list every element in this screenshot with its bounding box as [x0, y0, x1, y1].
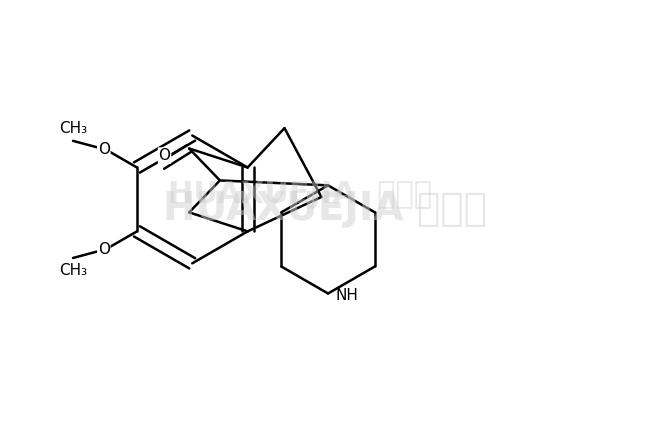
Text: O: O: [98, 241, 110, 257]
Text: NH: NH: [335, 289, 358, 303]
Text: HUAXUEJIA  化学加: HUAXUEJIA 化学加: [168, 180, 432, 209]
Text: O: O: [159, 148, 170, 163]
Text: O: O: [98, 142, 110, 157]
Text: HUAXUEJIA 化学加: HUAXUEJIA 化学加: [163, 190, 487, 228]
Text: CH₃: CH₃: [59, 121, 87, 136]
Text: CH₃: CH₃: [59, 263, 87, 278]
